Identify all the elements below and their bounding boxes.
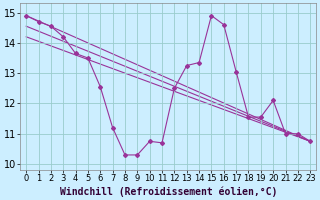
X-axis label: Windchill (Refroidissement éolien,°C): Windchill (Refroidissement éolien,°C) xyxy=(60,186,277,197)
